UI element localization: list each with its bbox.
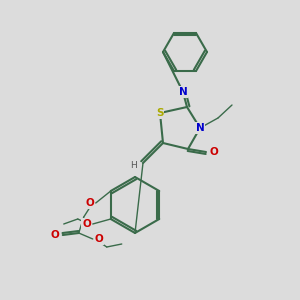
Text: O: O — [95, 234, 103, 244]
Text: O: O — [210, 147, 219, 157]
Text: O: O — [82, 219, 91, 229]
Text: O: O — [50, 230, 59, 240]
Text: S: S — [156, 108, 164, 118]
Text: N: N — [178, 87, 188, 97]
Text: H: H — [130, 160, 137, 169]
Text: N: N — [196, 123, 204, 133]
Text: O: O — [85, 198, 94, 208]
